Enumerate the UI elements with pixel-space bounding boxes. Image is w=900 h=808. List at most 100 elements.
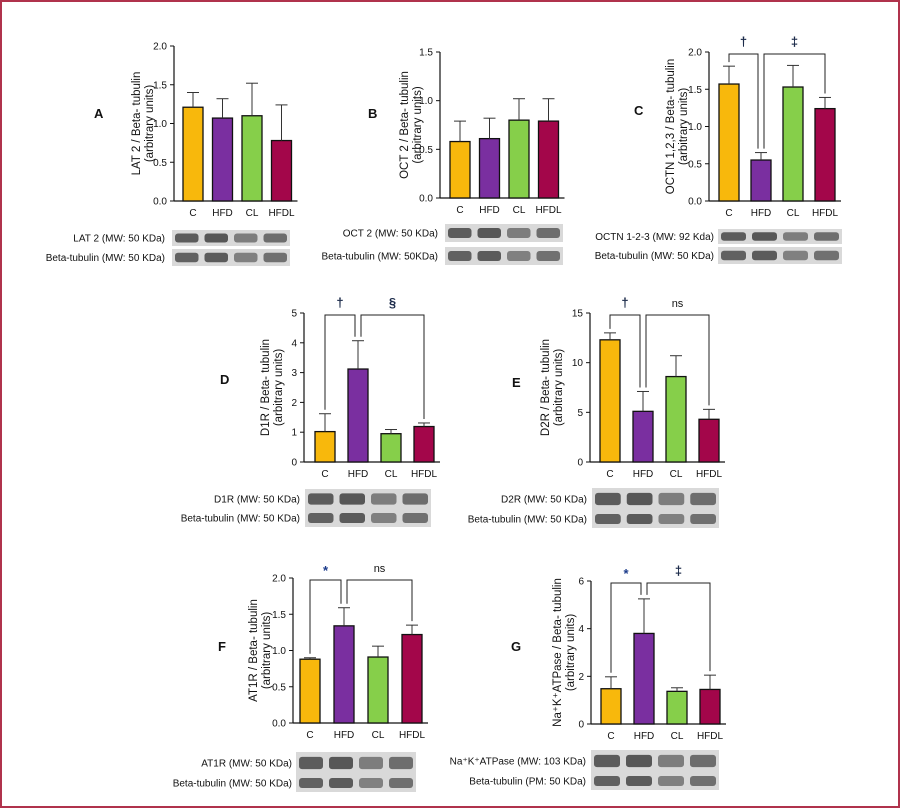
blot-strip [445, 247, 563, 265]
blot-label: Beta-tubulin (MW: 50 KDa) [468, 515, 587, 526]
bar-c [314, 430, 336, 463]
blot-band [389, 777, 413, 789]
blot-label: D2R (MW: 50 KDa) [501, 495, 587, 506]
panel-label: E [512, 375, 521, 390]
y-tick-label: 15 [572, 309, 584, 320]
significance-marker: ‡ [791, 34, 798, 49]
bar-cl [241, 115, 263, 202]
significance-marker: ‡ [675, 563, 682, 578]
bar-hfdl [413, 425, 435, 463]
y-axis-title-line: (arbitrary units) [565, 614, 577, 691]
blot-band [477, 227, 501, 239]
blot-band [721, 250, 746, 261]
y-tick-label: 1.0 [419, 96, 433, 107]
blot-label: OCT 2 (MW: 50 KDa) [343, 229, 438, 240]
y-tick-label: 2.0 [272, 574, 286, 585]
significance-marker: † [621, 295, 628, 310]
bar-hfdl [699, 688, 721, 725]
significance-marker: † [740, 34, 747, 49]
bar-hfd [211, 117, 234, 202]
blot-band [339, 512, 365, 524]
bar-cl [508, 119, 530, 199]
blot-strip [591, 750, 719, 772]
x-tick-label: CL [246, 208, 259, 219]
y-axis-title-line: LAT 2 / Beta- tubulin [131, 72, 143, 176]
y-tick-label: 2 [578, 672, 584, 683]
blot-strip [592, 510, 719, 528]
blot-band [477, 250, 501, 262]
blot-band [308, 512, 334, 524]
blot-band [690, 492, 716, 506]
blot-label: Beta-tubulin (MW: 50 KDa) [173, 779, 292, 790]
y-tick-label: 1.5 [272, 610, 286, 621]
x-tick-label: HFD [479, 205, 500, 216]
blot-label: OCTN 1-2-3 (MW: 92 Kda) [595, 232, 714, 243]
significance-bracket [360, 314, 425, 419]
y-axis-title: OCTN 1,2,3 / Beta- tubulin (arbitrary uni… [665, 59, 690, 195]
blot-band [690, 775, 716, 787]
x-tick-label: HFDL [268, 208, 295, 219]
blot-band [402, 493, 428, 505]
blot-band [448, 250, 472, 262]
x-tick-label: C [725, 208, 732, 219]
blot-band [658, 754, 684, 768]
blot-band [402, 512, 428, 524]
y-tick-label: 1 [291, 428, 297, 439]
bar-hfd [478, 137, 501, 199]
blot-band [721, 232, 746, 241]
blot-band [814, 250, 839, 261]
y-tick-label: 6 [578, 577, 584, 588]
y-tick-label: 0.5 [153, 158, 167, 169]
bar-c [299, 658, 321, 724]
x-tick-label: C [189, 208, 196, 219]
y-tick-label: 1.5 [688, 85, 702, 96]
y-axis-title-line: AT1R / Beta- tubulin [248, 599, 260, 702]
blot-band [594, 775, 620, 787]
x-tick-label: C [321, 469, 328, 480]
bar-hfd [333, 625, 355, 724]
blot-band [448, 227, 472, 239]
blot-band [329, 777, 353, 789]
blot-label: Beta-tubulin (PM: 50 KDa) [469, 777, 586, 788]
blot-band [752, 232, 777, 241]
significance-marker: * [623, 566, 629, 581]
blot-band [752, 250, 777, 261]
bar-hfdl [698, 418, 720, 463]
bar-c [182, 106, 204, 202]
x-tick-label: HFD [751, 208, 772, 219]
y-tick-label: 1.5 [153, 80, 167, 91]
blot-strip [172, 249, 290, 266]
y-axis-title: D2R / Beta- tubulin (arbitrary units) [540, 339, 565, 436]
blot-strip [296, 752, 416, 774]
blot-band [263, 233, 287, 243]
significance-bracket [609, 314, 641, 388]
blot-band [626, 775, 652, 787]
y-tick-label: 0.5 [419, 145, 433, 156]
blot-label: D1R (MW: 50 KDa) [214, 495, 300, 506]
x-tick-label: HFDL [697, 731, 724, 742]
blot-band [595, 492, 621, 506]
bar-c [449, 140, 471, 199]
x-tick-label: C [607, 731, 614, 742]
y-axis-title-line: (arbitrary units) [678, 88, 690, 165]
significance-bracket [324, 314, 356, 410]
blot-band [626, 754, 652, 768]
bar-c [718, 83, 740, 202]
y-axis-title-line: (arbitrary units) [553, 349, 565, 426]
blot-band [626, 513, 653, 525]
y-axis-title: OCT 2 / Beta- tubulin (arbitrary units) [399, 71, 424, 179]
y-tick-label: 4 [291, 338, 297, 349]
panel-label: B [368, 106, 377, 121]
blot-band [507, 227, 531, 239]
blot-band [814, 232, 839, 241]
x-tick-label: CL [670, 469, 683, 480]
blot-band [536, 227, 560, 239]
x-tick-label: HFDL [812, 208, 839, 219]
bar-hfdl [270, 139, 293, 202]
blot-band [359, 777, 383, 789]
blot-band [783, 232, 808, 241]
y-axis-title-line: OCTN 1,2,3 / Beta- tubulin [665, 59, 677, 195]
blot-band [507, 250, 531, 262]
blot-band [339, 493, 365, 505]
